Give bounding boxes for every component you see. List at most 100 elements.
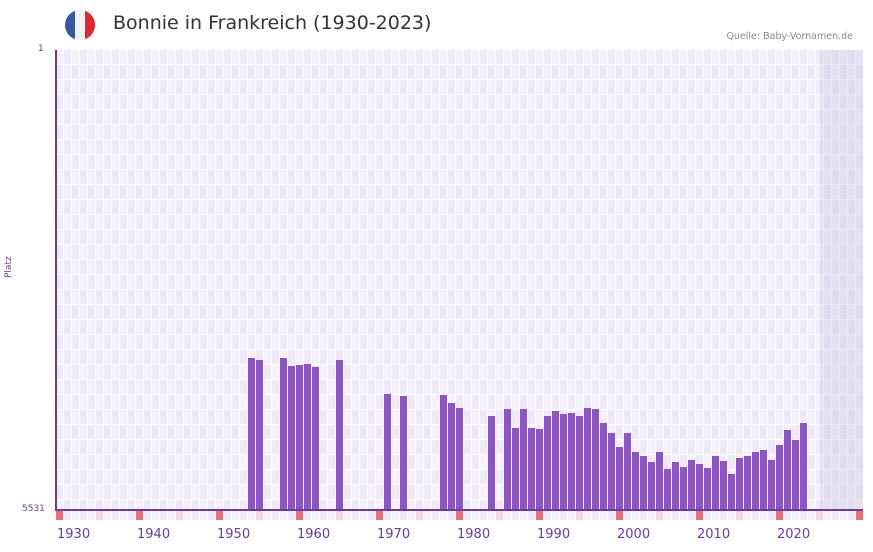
bar-1996[interactable] [600,423,607,510]
bar-1989[interactable] [544,415,551,510]
bar-1991[interactable] [560,414,567,510]
grid-cell [344,380,351,394]
grid-cell [80,95,87,109]
grid-cell [720,380,727,394]
grid-cell [376,410,383,424]
bar-1976[interactable] [440,395,447,510]
bar-1953[interactable] [256,360,263,510]
grid-cell [528,50,535,64]
bar-2017[interactable] [768,460,775,510]
bar-1994[interactable] [584,408,591,510]
grid-cell [184,320,191,334]
bar-2015[interactable] [752,451,759,510]
bar-1958[interactable] [296,365,303,510]
bar-2004[interactable] [664,469,671,510]
bar-2010[interactable] [712,455,719,510]
grid-cell [456,380,463,394]
bar-2021[interactable] [800,422,807,510]
grid-cell [624,410,631,424]
bar-1984[interactable] [504,409,511,510]
bar-1969[interactable] [384,394,391,510]
grid-cell [352,110,359,124]
grid-cell [800,395,807,409]
bar-1997[interactable] [608,432,615,510]
grid-cell [616,365,623,379]
bar-1986[interactable] [520,409,527,510]
grid-cell [344,260,351,274]
grid-cell [328,50,335,64]
grid-cell [392,410,399,424]
grid-cell [96,245,103,259]
bar-1993[interactable] [576,415,583,510]
bar-2013[interactable] [736,458,743,510]
bar-1959[interactable] [304,363,311,510]
bar-1988[interactable] [536,429,543,510]
bar-2007[interactable] [688,460,695,510]
grid-cell [336,335,343,349]
grid-cell [760,275,767,289]
grid-cell [264,110,271,124]
bar-1992[interactable] [568,412,575,510]
grid-cell [704,140,711,154]
grid-cell [704,260,711,274]
grid-cell [576,395,583,409]
bar-2005[interactable] [672,461,679,510]
bar-1990[interactable] [552,410,559,510]
bar-1978[interactable] [456,408,463,510]
bar-1982[interactable] [488,415,495,510]
bar-2018[interactable] [776,445,783,510]
bar-1957[interactable] [288,366,295,510]
bar-2001[interactable] [640,455,647,510]
grid-cell [112,455,119,469]
grid-cell [560,95,567,109]
grid-cell [344,500,351,510]
grid-cell [784,140,791,154]
grid-cell [64,470,71,484]
grid-cell [720,65,727,79]
bar-2003[interactable] [656,451,663,510]
grid-cell [656,170,663,184]
grid-cell [104,50,111,64]
grid-cell [168,500,175,510]
bar-2019[interactable] [784,430,791,510]
bar-2008[interactable] [696,464,703,510]
grid-cell [536,335,543,349]
grid-cell [192,245,199,259]
grid-cell [376,170,383,184]
grid-cell [832,455,839,469]
bar-2009[interactable] [704,467,711,510]
bar-2002[interactable] [648,461,655,510]
grid-cell [784,245,791,259]
grid-cell [616,275,623,289]
grid-cell [344,65,351,79]
bar-2012[interactable] [728,474,735,510]
bar-1995[interactable] [592,409,599,510]
bar-2011[interactable] [720,460,727,510]
grid-cell [376,500,383,510]
grid-cell [752,110,759,124]
grid-cell [800,305,807,319]
bar-1956[interactable] [280,357,287,510]
bar-1963[interactable] [336,360,343,510]
bar-2016[interactable] [760,450,767,510]
bar-1977[interactable] [448,403,455,510]
bar-1971[interactable] [400,395,407,510]
bar-1952[interactable] [248,357,255,510]
bar-2014[interactable] [744,455,751,510]
grid-cell [72,395,79,409]
bar-1987[interactable] [528,428,535,510]
bar-1999[interactable] [624,433,631,510]
grid-cell [536,380,543,394]
grid-cell [848,290,855,304]
bar-1960[interactable] [312,366,319,510]
grid-cell [120,425,127,439]
bar-2006[interactable] [680,466,687,510]
grid-cell [368,425,375,439]
grid-cell [720,200,727,214]
grid-cell [200,470,207,484]
bar-1998[interactable] [616,446,623,510]
grid-cell [120,80,127,94]
bar-1985[interactable] [512,428,519,510]
bar-2020[interactable] [792,440,799,510]
bar-2000[interactable] [632,451,639,510]
